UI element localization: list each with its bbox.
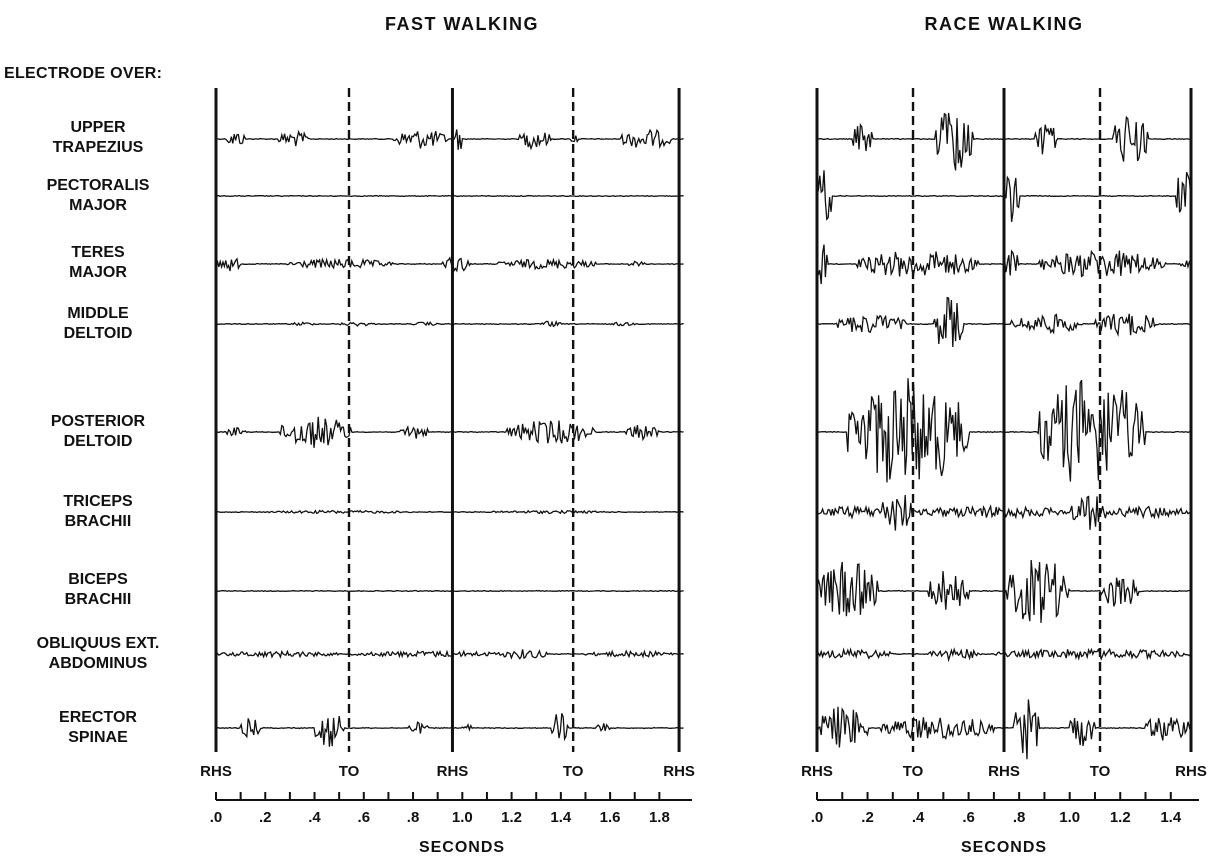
muscle-label-line: MIDDLE [67,305,129,322]
muscle-label: MIDDLE DELTOID [0,304,196,344]
muscle-label-line: BICEPS [68,571,128,588]
muscle-label-line: UPPER [70,119,126,136]
tick-label: .4 [912,809,925,826]
emg-trace [215,320,684,328]
emg-trace [215,713,684,747]
muscle-label-line: DELTOID [63,325,133,342]
tick-label: 1.8 [649,809,670,826]
muscle-label-line: MAJOR [69,197,127,214]
electrode-over-label: ELECTRODE OVER: [4,65,163,82]
muscle-label-line: POSTERIOR [50,413,146,430]
muscle-labels: UPPER TRAPEZIUS PECTORALIS MAJOR TERES MAJOR M… [0,0,196,858]
event-label: RHS [801,763,833,780]
event-label: TO [1090,763,1111,780]
emg-trace [215,416,684,448]
emg-trace [215,509,684,515]
muscle-label: POSTERIOR DELTOID [0,412,196,452]
muscle-label-line: OBLIQUUS EXT. [36,635,160,652]
event-label: RHS [663,763,695,780]
event-label: RHS [1175,763,1207,780]
muscle-label: BICEPS BRACHII [0,570,196,610]
event-label: RHS [200,763,232,780]
muscle-label-line: MAJOR [69,264,127,281]
tick-label: .6 [358,809,371,826]
tick-label: 1.0 [452,809,473,826]
tick-label: 1.4 [550,809,572,826]
muscle-label-line: ERECTOR [59,709,137,726]
muscle-label-line: ABDOMINUS [48,655,148,672]
muscle-label: ERECTOR SPINAE [0,708,196,748]
tick-label: .2 [259,809,272,826]
x-axis-label: SECONDS [419,839,505,856]
panel-title: RACE WALKING [925,14,1084,34]
muscle-label-line: BRACHII [64,513,132,530]
tick-label: .0 [210,809,223,826]
tick-label: .8 [407,809,420,826]
x-axis-label: SECONDS [961,839,1047,856]
muscle-label: TERES MAJOR [0,243,196,283]
muscle-label-line: BRACHII [64,591,132,608]
muscle-label-line: TRICEPS [63,493,133,510]
emg-trace [215,649,684,660]
muscle-label-line: DELTOID [63,433,133,450]
muscle-label: TRICEPS BRACHII [0,492,196,532]
tick-label: .6 [962,809,975,826]
muscle-label: PECTORALIS MAJOR [0,176,196,216]
tick-label: 1.0 [1059,809,1080,826]
event-label: TO [339,763,360,780]
muscle-label: OBLIQUUS EXT. ABDOMINUS [0,634,196,674]
tick-label: 1.6 [600,809,621,826]
muscle-label: UPPER TRAPEZIUS [0,118,196,158]
tick-label: 1.2 [1110,809,1131,826]
emg-trace [215,194,684,198]
emg-trace [215,589,684,593]
muscle-label-line: PECTORALIS [46,177,150,194]
tick-label: .4 [308,809,321,826]
event-label: TO [903,763,924,780]
event-label: TO [563,763,584,780]
event-label: RHS [437,763,469,780]
muscle-label-line: SPINAE [68,729,128,746]
panel-title: FAST WALKING [385,14,539,34]
tick-label: .0 [811,809,824,826]
emg-trace [215,256,684,273]
tick-label: 1.4 [1160,809,1182,826]
tick-label: 1.2 [501,809,522,826]
muscle-label-line: TERES [71,244,125,261]
tick-label: .2 [861,809,874,826]
event-label: RHS [988,763,1020,780]
emg-trace [215,128,684,151]
tick-label: .8 [1013,809,1026,826]
muscle-label-line: TRAPEZIUS [52,139,144,156]
